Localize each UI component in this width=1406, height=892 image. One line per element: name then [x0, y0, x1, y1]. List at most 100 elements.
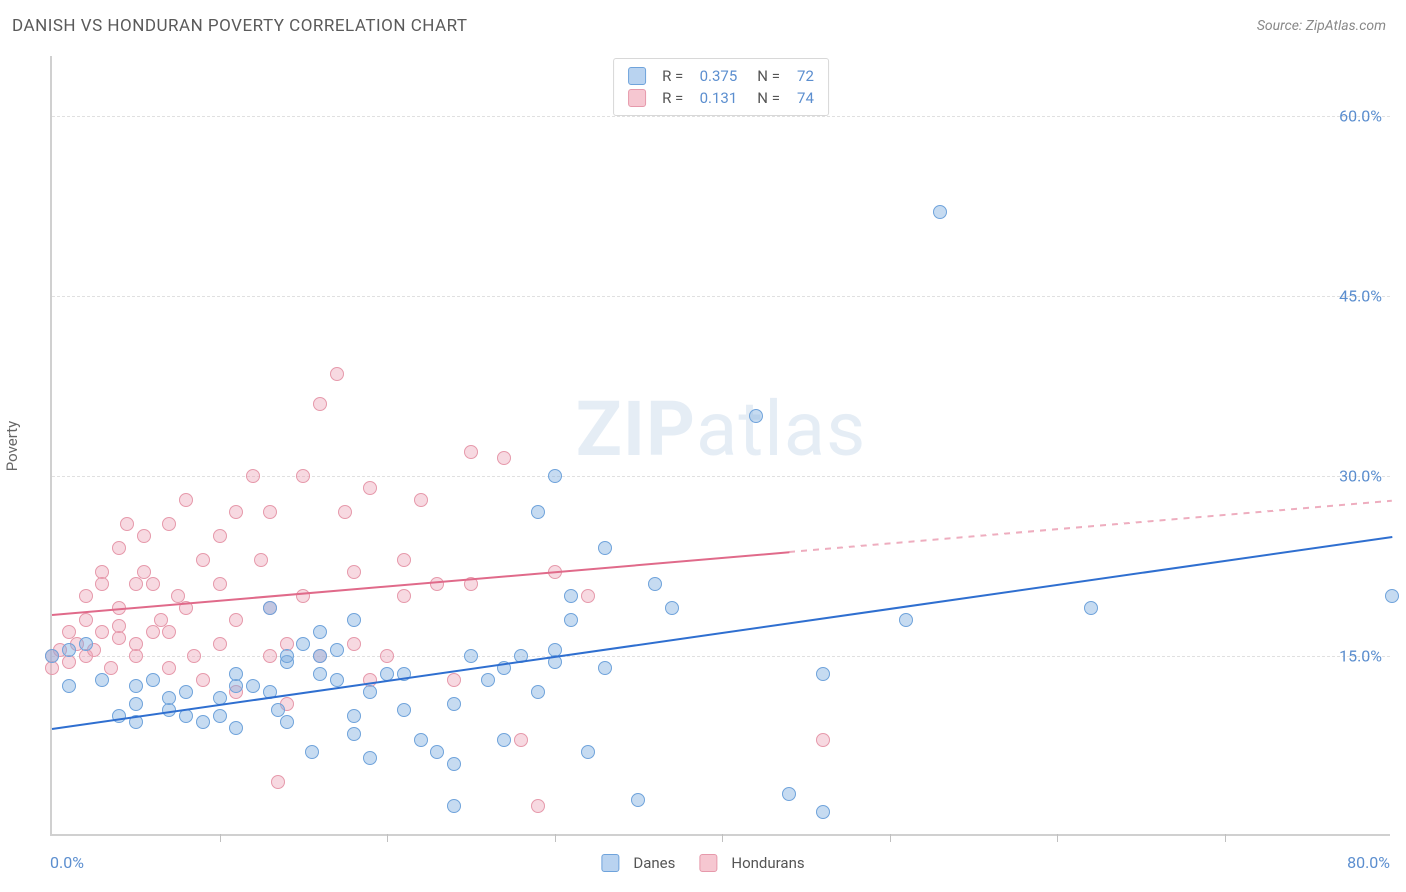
scatter-point-hondurans [179, 493, 193, 507]
scatter-point-danes [447, 757, 461, 771]
scatter-point-hondurans [380, 649, 394, 663]
scatter-point-danes [280, 715, 294, 729]
scatter-point-hondurans [497, 451, 511, 465]
scatter-point-hondurans [271, 775, 285, 789]
scatter-point-hondurans [213, 637, 227, 651]
swatch-hondurans [628, 89, 646, 107]
scatter-point-hondurans [137, 529, 151, 543]
scatter-point-danes [129, 697, 143, 711]
scatter-point-danes [531, 685, 545, 699]
r-label: R = [662, 87, 683, 109]
chart-source: Source: ZipAtlas.com [1257, 18, 1386, 34]
scatter-point-hondurans [112, 619, 126, 633]
scatter-point-hondurans [213, 529, 227, 543]
scatter-point-hondurans [162, 661, 176, 675]
scatter-point-danes [598, 541, 612, 555]
x-tick [890, 834, 891, 842]
swatch-danes [601, 854, 619, 872]
x-tick [220, 834, 221, 842]
scatter-point-hondurans [79, 613, 93, 627]
scatter-point-hondurans [246, 469, 260, 483]
scatter-point-hondurans [95, 625, 109, 639]
scatter-point-hondurans [187, 649, 201, 663]
scatter-point-danes [313, 649, 327, 663]
scatter-point-danes [648, 577, 662, 591]
n-label: N = [757, 87, 780, 109]
scatter-point-hondurans [95, 577, 109, 591]
scatter-point-danes [665, 601, 679, 615]
scatter-point-hondurans [514, 733, 528, 747]
scatter-point-danes [263, 601, 277, 615]
scatter-point-danes [79, 637, 93, 651]
scatter-point-danes [1084, 601, 1098, 615]
scatter-point-danes [816, 805, 830, 819]
x-tick [1225, 834, 1226, 842]
x-tick [1057, 834, 1058, 842]
scatter-point-hondurans [296, 469, 310, 483]
scatter-point-danes [246, 679, 260, 693]
scatter-point-danes [581, 745, 595, 759]
n-label: N = [757, 65, 780, 87]
n-value-danes: 72 [786, 65, 814, 87]
scatter-point-danes [1385, 589, 1399, 603]
scatter-point-danes [213, 709, 227, 723]
swatch-danes [628, 67, 646, 85]
scatter-point-hondurans [104, 661, 118, 675]
scatter-point-danes [447, 799, 461, 813]
scatter-point-hondurans [112, 541, 126, 555]
scatter-point-danes [196, 715, 210, 729]
scatter-point-hondurans [254, 553, 268, 567]
scatter-point-hondurans [397, 553, 411, 567]
watermark: ZIPatlas [576, 384, 867, 474]
x-tick [722, 834, 723, 842]
y-tick-label: 60.0% [1339, 107, 1382, 126]
scatter-point-hondurans [464, 445, 478, 459]
scatter-point-hondurans [162, 517, 176, 531]
scatter-point-danes [347, 727, 361, 741]
scatter-point-hondurans [816, 733, 830, 747]
y-tick-label: 15.0% [1339, 647, 1382, 666]
scatter-point-hondurans [129, 649, 143, 663]
gridline-h [52, 296, 1390, 297]
scatter-point-danes [481, 673, 495, 687]
scatter-point-danes [598, 661, 612, 675]
scatter-point-danes [45, 649, 59, 663]
scatter-point-hondurans [213, 577, 227, 591]
scatter-point-danes [464, 649, 478, 663]
scatter-point-danes [447, 697, 461, 711]
scatter-point-danes [330, 643, 344, 657]
stats-legend: R = 0.375 N = 72 R = 0.131 N = 74 [613, 58, 829, 116]
r-value-danes: 0.375 [689, 65, 737, 87]
scatter-point-danes [280, 649, 294, 663]
scatter-point-danes [229, 679, 243, 693]
scatter-point-danes [397, 703, 411, 717]
x-tick [555, 834, 556, 842]
scatter-point-hondurans [45, 661, 59, 675]
scatter-point-hondurans [447, 673, 461, 687]
n-value-hondurans: 74 [786, 87, 814, 109]
scatter-point-hondurans [581, 589, 595, 603]
scatter-point-hondurans [347, 637, 361, 651]
scatter-point-danes [782, 787, 796, 801]
scatter-point-danes [899, 613, 913, 627]
scatter-point-danes [363, 685, 377, 699]
plot-area: ZIPatlas R = 0.375 N = 72 R = 0.131 N = … [50, 56, 1390, 836]
scatter-point-hondurans [263, 505, 277, 519]
scatter-point-danes [816, 667, 830, 681]
scatter-point-danes [330, 673, 344, 687]
scatter-point-danes [95, 673, 109, 687]
scatter-point-hondurans [112, 631, 126, 645]
x-min-label: 0.0% [50, 853, 84, 872]
stats-row-hondurans: R = 0.131 N = 74 [628, 87, 814, 109]
y-axis-title: Poverty [3, 421, 21, 471]
scatter-point-danes [162, 691, 176, 705]
scatter-point-danes [531, 505, 545, 519]
legend-label-hondurans: Hondurans [731, 854, 804, 872]
scatter-point-hondurans [338, 505, 352, 519]
y-tick-label: 45.0% [1339, 287, 1382, 306]
scatter-point-hondurans [62, 655, 76, 669]
scatter-point-hondurans [162, 625, 176, 639]
scatter-point-hondurans [414, 493, 428, 507]
chart-title: DANISH VS HONDURAN POVERTY CORRELATION C… [12, 16, 468, 36]
legend-item-danes: Danes [601, 854, 675, 872]
